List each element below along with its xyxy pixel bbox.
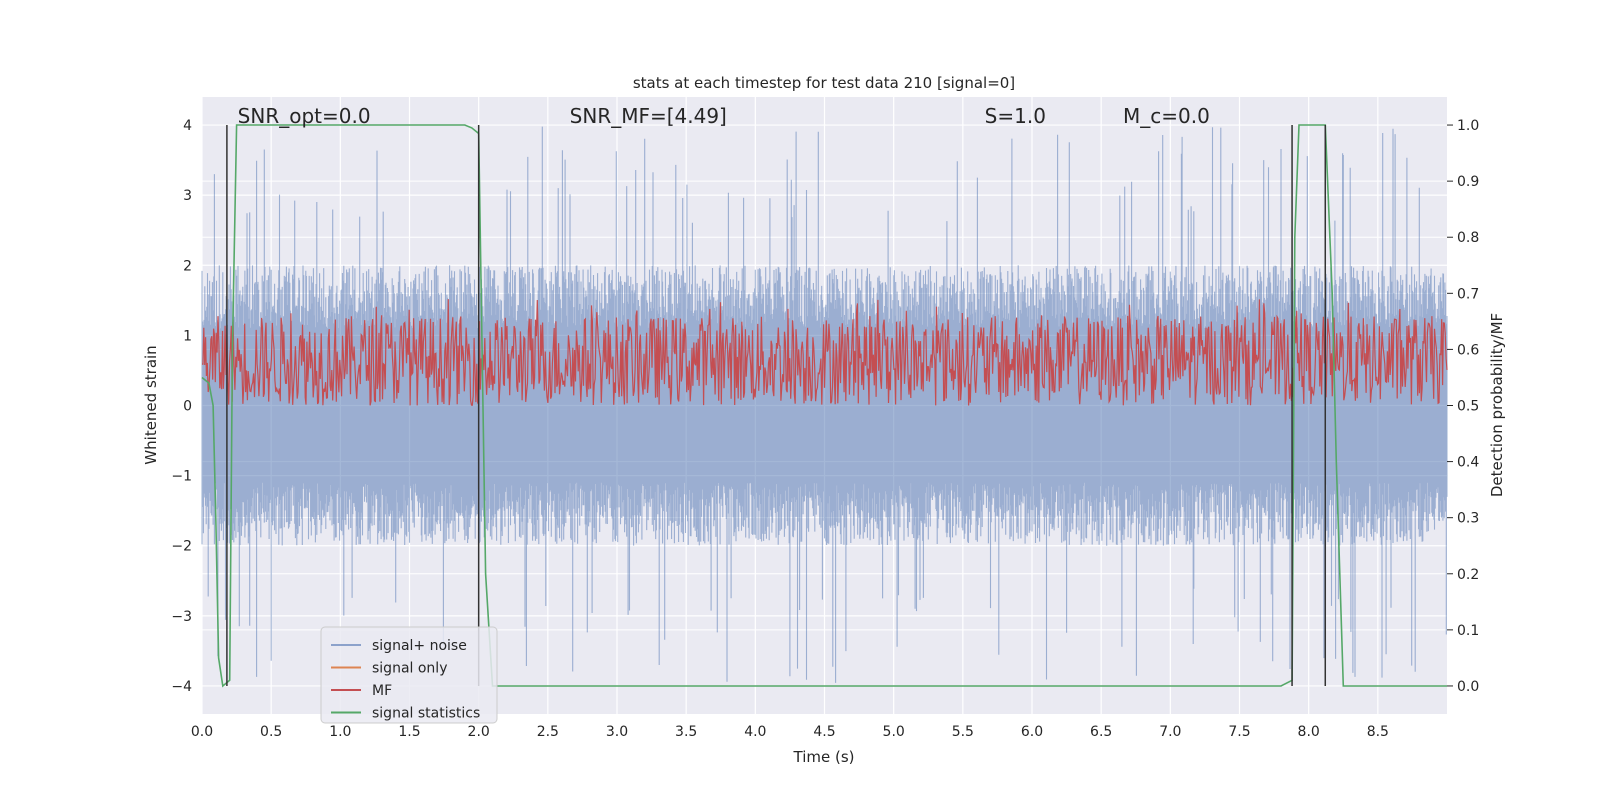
x-tick-label: 0.0 — [191, 724, 213, 740]
x-tick-label: 1.0 — [329, 724, 351, 740]
y-tick-label: 4 — [183, 118, 192, 134]
legend-label: signal+ noise — [372, 638, 467, 654]
x-tick-label: 6.0 — [1021, 724, 1043, 740]
y-tick-label: −1 — [171, 469, 192, 485]
x-tick-label: 0.5 — [260, 724, 282, 740]
y-tick-label: −2 — [171, 539, 192, 555]
annotations: SNR_opt=0.0 SNR_MF=[4.49] S=1.0 M_c=0.0 — [238, 104, 1210, 128]
chart-title: stats at each timestep for test data 210… — [633, 74, 1015, 92]
x-tick-label: 7.5 — [1228, 724, 1250, 740]
x-tick-label: 2.5 — [537, 724, 559, 740]
legend: signal+ noise signal only MF signal statist… — [320, 626, 498, 724]
legend-box — [320, 626, 498, 724]
annotation: S=1.0 — [985, 104, 1046, 128]
mf-line — [202, 299, 1448, 406]
y-right-tick-label: 0.3 — [1457, 511, 1479, 527]
y-tick-label: 2 — [183, 258, 192, 274]
annotation: M_c=0.0 — [1123, 104, 1210, 128]
x-tick-label: 3.5 — [675, 724, 697, 740]
x-tick-label: 3.0 — [606, 724, 628, 740]
y-right-tick-label: 0.8 — [1457, 230, 1479, 246]
axis-ticks: 0.0 0.5 1.0 1.5 2.0 2.5 3.0 3.5 4.0 4.5 5.0 5.5 6.0 6… — [171, 118, 1479, 740]
y-axis-right-label: Detection probability/MF — [1488, 313, 1506, 497]
y-right-tick-label: 0.2 — [1457, 567, 1479, 583]
y-tick-label: 0 — [183, 399, 192, 415]
x-tick-label: 1.5 — [398, 724, 420, 740]
y-right-tick-label: 0.6 — [1457, 342, 1479, 358]
y-right-tick-label: 0.1 — [1457, 623, 1479, 639]
legend-label: signal only — [372, 661, 447, 677]
y-right-tick-label: 0.9 — [1457, 174, 1479, 190]
x-tick-label: 8.5 — [1367, 724, 1389, 740]
legend-label: MF — [372, 683, 392, 699]
x-tick-label: 4.5 — [813, 724, 835, 740]
legend-label: signal statistics — [372, 706, 480, 722]
x-tick-label: 4.0 — [744, 724, 766, 740]
y-right-tick-label: 0.5 — [1457, 399, 1479, 415]
y-tick-label: −4 — [171, 679, 192, 695]
x-tick-label: 5.0 — [883, 724, 905, 740]
y-tick-label: 3 — [183, 188, 192, 204]
y-tick-label: 1 — [183, 328, 192, 344]
x-tick-label: 5.5 — [952, 724, 974, 740]
annotation: SNR_MF=[4.49] — [570, 104, 727, 128]
x-tick-label: 6.5 — [1090, 724, 1112, 740]
vertical-markers — [226, 125, 1327, 686]
series-mf — [202, 299, 1448, 406]
y-right-tick-label: 1.0 — [1457, 118, 1479, 134]
x-tick-label: 8.0 — [1298, 724, 1320, 740]
x-tick-label: 2.0 — [468, 724, 490, 740]
y-right-tick-label: 0.7 — [1457, 286, 1479, 302]
y-right-tick-label: 0.0 — [1457, 679, 1479, 695]
x-tick-label: 7.0 — [1159, 724, 1181, 740]
y-right-tick-label: 0.4 — [1457, 455, 1479, 471]
annotation: SNR_opt=0.0 — [238, 104, 371, 128]
x-axis-label: Time (s) — [793, 748, 855, 766]
y-tick-label: −3 — [171, 609, 192, 625]
y-axis-label: Whitened strain — [142, 345, 160, 464]
